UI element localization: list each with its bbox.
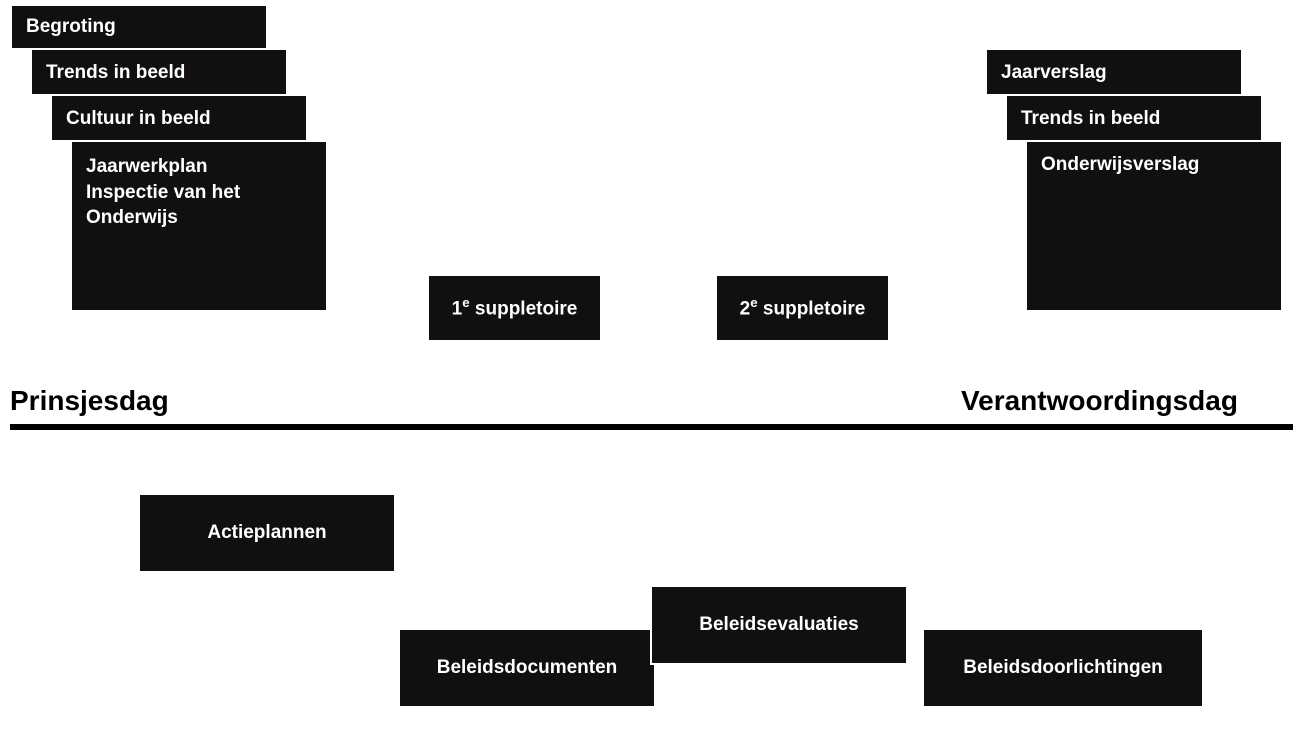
timeline-left-label: Prinsjesdag: [10, 385, 169, 417]
box-beleidsdoorlichtingen-label: Beleidsdoorlichtingen: [963, 657, 1163, 679]
timeline-line: [10, 424, 1293, 430]
card-onderwijsverslag: Onderwijsverslag: [1025, 140, 1283, 312]
timeline-right-label: Verantwoordingsdag: [961, 385, 1238, 417]
card-cultuur-in-beeld-label: Cultuur in beeld: [66, 108, 211, 129]
box-first-suppletoire: 1e suppletoire: [427, 274, 602, 342]
box-second-suppletoire: 2e suppletoire: [715, 274, 890, 342]
card-jaarverslag: Jaarverslag: [985, 48, 1243, 96]
box-actieplannen-label: Actieplannen: [207, 522, 326, 544]
card-jaarverslag-label: Jaarverslag: [1001, 62, 1107, 83]
box-beleidsdoorlichtingen: Beleidsdoorlichtingen: [922, 628, 1204, 708]
box-beleidsevaluaties: Beleidsevaluaties: [650, 585, 908, 665]
card-trends-in-beeld-right: Trends in beeld: [1005, 94, 1263, 142]
box-beleidsdocumenten-label: Beleidsdocumenten: [437, 657, 618, 679]
card-cultuur-in-beeld: Cultuur in beeld: [50, 94, 308, 142]
card-trends-in-beeld-left: Trends in beeld: [30, 48, 288, 96]
card-trends-in-beeld-right-label: Trends in beeld: [1021, 108, 1160, 129]
card-onderwijsverslag-label: Onderwijsverslag: [1041, 154, 1199, 175]
box-second-suppletoire-label: 2e suppletoire: [740, 295, 866, 320]
card-jaarwerkplan: Jaarwerkplan Inspectie van het Onderwijs: [70, 140, 328, 312]
card-begroting: Begroting: [10, 4, 268, 50]
box-beleidsdocumenten: Beleidsdocumenten: [398, 628, 656, 708]
card-begroting-label: Begroting: [26, 16, 116, 37]
box-first-suppletoire-label: 1e suppletoire: [452, 295, 578, 320]
box-actieplannen: Actieplannen: [138, 493, 396, 573]
card-trends-in-beeld-left-label: Trends in beeld: [46, 62, 185, 83]
box-beleidsevaluaties-label: Beleidsevaluaties: [699, 614, 858, 636]
card-jaarwerkplan-label: Jaarwerkplan Inspectie van het Onderwijs: [86, 156, 240, 228]
